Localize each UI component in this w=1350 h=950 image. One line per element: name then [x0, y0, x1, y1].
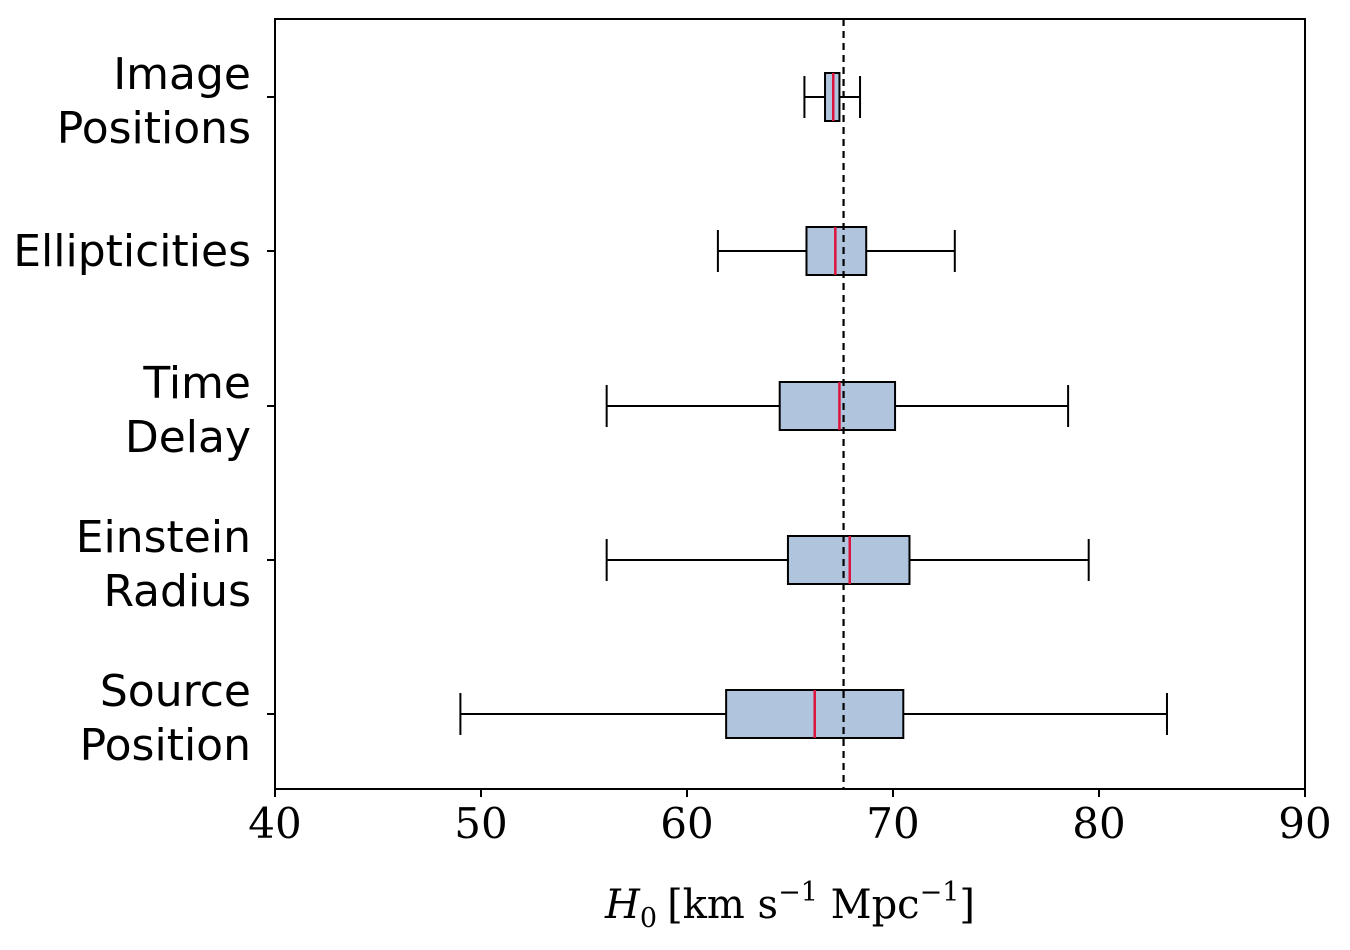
box-group — [605, 535, 1090, 585]
x-axis-title-subscript: 0 — [640, 903, 657, 934]
box-group — [803, 72, 862, 122]
box-group — [605, 381, 1070, 431]
x-axis-title-exponent-1: −1 — [778, 877, 818, 908]
category-label-line: Delay — [125, 412, 251, 463]
x-axis-title-exponent-2: −1 — [920, 877, 960, 908]
category-label-line: Ellipticities — [13, 226, 251, 277]
category-label-line: Image — [113, 49, 251, 100]
x-axis-title-units-middle: Mpc — [818, 882, 920, 928]
x-tick-label: 80 — [1072, 799, 1125, 848]
category-label: Einstein Radius — [76, 512, 251, 617]
box-group — [716, 226, 956, 276]
x-tick-label: 70 — [866, 799, 919, 848]
x-axis-title: H0 [km s−1 Mpc−1] — [604, 877, 975, 934]
category-label: Time Delay — [125, 358, 251, 463]
plot-area — [459, 19, 1168, 789]
category-label: Source Position — [80, 666, 251, 771]
iqr-box — [778, 381, 897, 431]
category-label-line: Time — [142, 358, 251, 409]
x-tick-label: 50 — [454, 799, 507, 848]
x-tick-label: 60 — [660, 799, 713, 848]
category-label-line: Source — [100, 666, 251, 717]
x-axis-title-units-start: [km s — [667, 882, 778, 928]
category-label: Image Positions — [57, 49, 251, 154]
x-axis-title-units-end: ] — [959, 882, 975, 928]
category-label-line: Radius — [103, 566, 251, 617]
category-label-line: Einstein — [76, 512, 251, 563]
axes-frame — [274, 18, 1306, 790]
category-label-line: Positions — [57, 103, 251, 154]
category-label-line: Position — [80, 720, 251, 771]
axis-ticks: Image Positions Ellipticities Time Delay Eins… — [13, 49, 1332, 848]
x-tick-label: 90 — [1278, 799, 1331, 848]
category-label: Ellipticities — [13, 226, 251, 277]
box-group — [459, 689, 1168, 739]
x-axis-title-symbol: H — [604, 882, 641, 928]
x-tick-label: 40 — [248, 799, 301, 848]
